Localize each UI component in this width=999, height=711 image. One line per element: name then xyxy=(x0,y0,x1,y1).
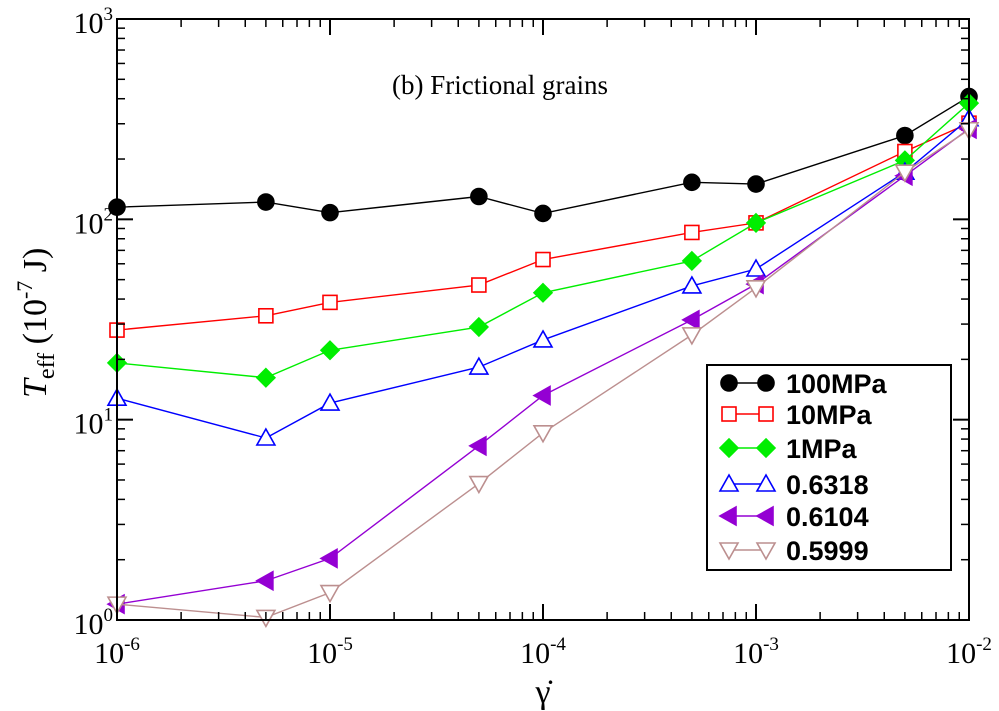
legend-marker xyxy=(718,542,740,561)
data-point-100MPa-5 xyxy=(683,173,701,192)
legend-item-100MPa: 100MPa xyxy=(720,369,888,399)
data-point-0.6104-3 xyxy=(468,435,487,457)
legend-label: 0.5999 xyxy=(786,536,869,566)
series-100MPa xyxy=(108,87,978,223)
data-point-0.5999-5 xyxy=(681,327,703,346)
x-tick-label: 10-6 xyxy=(94,634,140,670)
series-line-100MPa xyxy=(116,95,970,215)
x-tick-label: 10-4 xyxy=(520,634,566,670)
legend-marker xyxy=(755,505,774,527)
data-point-1MPa-4 xyxy=(532,282,554,303)
data-point-0.5999-4 xyxy=(532,424,554,444)
data-point-0.6104-4 xyxy=(532,385,551,406)
data-point-0.6318-3 xyxy=(468,356,490,375)
series-1MPa xyxy=(106,93,980,388)
data-point-10MPa-3 xyxy=(471,277,487,293)
data-point-1MPa-1 xyxy=(255,367,277,388)
data-point-1MPa-5 xyxy=(681,250,703,272)
legend-item-10MPa: 10MPa xyxy=(721,400,873,430)
legend-marker xyxy=(718,505,737,527)
x-tick-label: 10-3 xyxy=(733,634,779,670)
legend-marker xyxy=(755,473,777,492)
legend-marker xyxy=(720,374,738,392)
data-point-1MPa-2 xyxy=(319,340,341,361)
data-point-1MPa-6 xyxy=(745,212,767,234)
y-tick-label: 102 xyxy=(74,204,114,240)
data-point-10MPa-4 xyxy=(535,251,551,268)
legend-item-0.5999: 0.5999 xyxy=(718,536,869,566)
legend-marker xyxy=(718,473,740,492)
data-point-0.5999-6 xyxy=(745,280,767,299)
data-point-0.6318-5 xyxy=(681,275,703,294)
y-tick-label: 103 xyxy=(74,4,114,40)
legend-label: 10MPa xyxy=(786,400,873,430)
legend-marker xyxy=(755,437,777,459)
legend-marker xyxy=(755,542,777,561)
chart-annotation: (b) Frictional grains xyxy=(392,70,608,100)
y-tick-label: 101 xyxy=(74,405,114,441)
legend-marker xyxy=(718,437,740,459)
legend-label: 0.6318 xyxy=(786,470,869,500)
data-point-100MPa-3 xyxy=(470,187,488,206)
legend-marker xyxy=(757,374,775,392)
legend-label: 100MPa xyxy=(786,369,888,399)
data-point-0.5999-7 xyxy=(894,164,916,183)
legend-marker xyxy=(758,406,774,422)
data-point-100MPa-7 xyxy=(896,126,914,145)
legend-box xyxy=(706,364,952,571)
data-point-0.6104-1 xyxy=(255,570,274,592)
y-tick-label: 100 xyxy=(74,605,114,641)
data-point-0.6104-2 xyxy=(319,548,338,569)
data-point-1MPa-3 xyxy=(468,316,490,338)
data-point-100MPa-2 xyxy=(321,203,339,222)
legend-item-0.6318: 0.6318 xyxy=(718,470,869,500)
y-axis-label: Teff (10-7 J) xyxy=(12,248,60,398)
legend-label: 0.6104 xyxy=(786,502,869,532)
legend-label: 1MPa xyxy=(786,434,858,464)
data-point-0.6318-2 xyxy=(319,392,341,411)
data-point-100MPa-6 xyxy=(747,175,765,193)
data-point-100MPa-1 xyxy=(257,193,275,211)
data-point-0.6318-1 xyxy=(255,427,277,446)
x-tick-label: 10-5 xyxy=(307,634,353,670)
x-axis-label: γ̇ xyxy=(534,674,552,711)
data-point-0.6318-4 xyxy=(532,329,554,348)
legend-item-0.6104: 0.6104 xyxy=(718,502,869,532)
series-0.5999 xyxy=(106,121,980,629)
series-10MPa xyxy=(109,115,977,338)
data-point-0.6318-6 xyxy=(745,258,767,277)
x-tick-label: 10-2 xyxy=(946,634,992,670)
data-point-0.5999-2 xyxy=(319,584,341,604)
legend-marker xyxy=(721,406,737,422)
data-point-0.6104-5 xyxy=(681,309,700,331)
legend-item-1MPa: 1MPa xyxy=(718,434,858,464)
data-point-0.5999-3 xyxy=(468,475,490,495)
data-point-100MPa-4 xyxy=(534,204,552,223)
data-point-10MPa-5 xyxy=(684,224,700,241)
data-point-10MPa-2 xyxy=(322,294,338,311)
data-point-10MPa-1 xyxy=(258,307,274,324)
